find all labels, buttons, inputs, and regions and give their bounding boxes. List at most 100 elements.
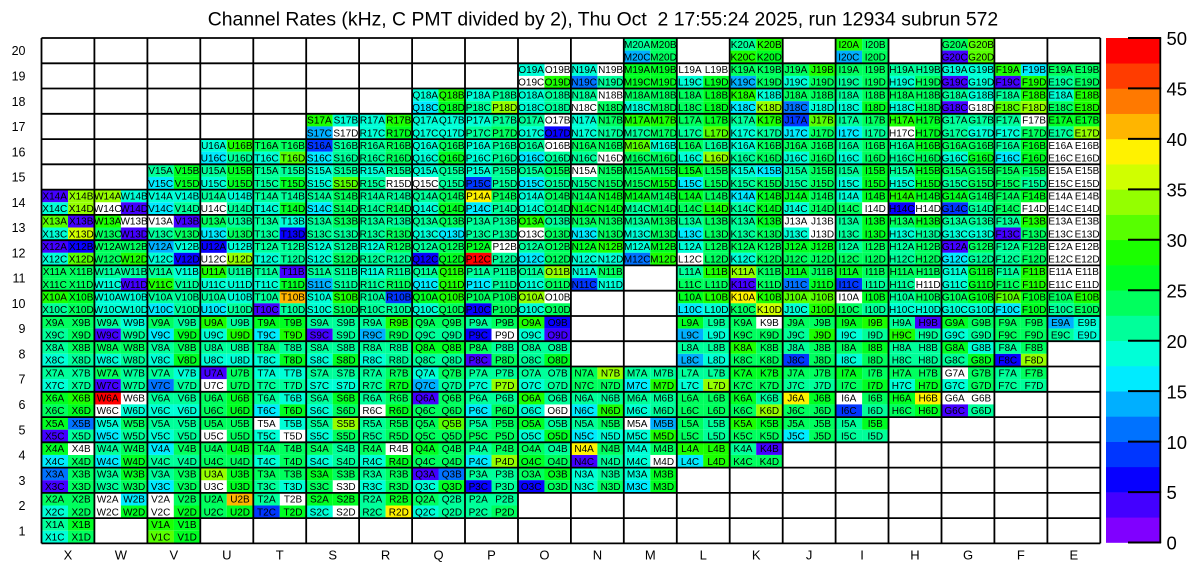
svg-text:W4D: W4D bbox=[123, 457, 145, 468]
svg-text:J9D: J9D bbox=[814, 330, 832, 341]
svg-text:T11D: T11D bbox=[281, 280, 305, 291]
svg-text:O8C: O8C bbox=[521, 356, 542, 367]
svg-text:L17B: L17B bbox=[705, 116, 729, 127]
svg-text:U8C: U8C bbox=[204, 356, 224, 367]
svg-text:V4C: V4C bbox=[151, 457, 170, 468]
svg-text:T12D: T12D bbox=[281, 255, 305, 266]
svg-text:P17D: P17D bbox=[492, 128, 517, 139]
svg-text:U7A: U7A bbox=[204, 368, 224, 379]
svg-text:J6B: J6B bbox=[814, 394, 832, 405]
svg-text:G10A: G10A bbox=[942, 293, 968, 304]
svg-text:K20B: K20B bbox=[757, 40, 782, 51]
svg-text:M14B: M14B bbox=[650, 191, 676, 202]
svg-text:U13C: U13C bbox=[201, 229, 227, 240]
svg-text:I7C: I7C bbox=[841, 381, 857, 392]
svg-text:O3B: O3B bbox=[548, 469, 568, 480]
svg-text:Q10C: Q10C bbox=[412, 305, 438, 316]
svg-text:F16B: F16B bbox=[1022, 141, 1046, 152]
svg-text:W14A: W14A bbox=[94, 191, 122, 202]
svg-text:Q11C: Q11C bbox=[413, 280, 438, 291]
svg-text:T4A: T4A bbox=[257, 444, 276, 455]
svg-text:Q14A: Q14A bbox=[413, 191, 439, 202]
svg-text:H12A: H12A bbox=[889, 242, 914, 253]
svg-text:J13A: J13A bbox=[785, 217, 808, 228]
svg-text:I13C: I13C bbox=[838, 229, 859, 240]
svg-text:P12C: P12C bbox=[466, 255, 491, 266]
svg-text:V6A: V6A bbox=[151, 394, 170, 405]
svg-text:H8D: H8D bbox=[918, 356, 938, 367]
svg-text:H16D: H16D bbox=[915, 154, 941, 165]
svg-text:Q2C: Q2C bbox=[415, 507, 436, 518]
svg-text:S9D: S9D bbox=[336, 330, 355, 341]
svg-text:P16D: P16D bbox=[492, 154, 517, 165]
svg-text:X11C: X11C bbox=[43, 280, 67, 291]
svg-text:Q4D: Q4D bbox=[442, 457, 463, 468]
svg-text:K17D: K17D bbox=[757, 128, 782, 139]
svg-text:M4B: M4B bbox=[653, 444, 674, 455]
svg-text:P14D: P14D bbox=[492, 204, 517, 215]
svg-text:G11D: G11D bbox=[969, 280, 994, 291]
svg-text:P15D: P15D bbox=[492, 179, 517, 190]
svg-text:K7B: K7B bbox=[760, 368, 779, 379]
svg-text:F13C: F13C bbox=[995, 229, 1019, 240]
svg-text:I11B: I11B bbox=[865, 267, 885, 278]
svg-text:O13B: O13B bbox=[545, 217, 571, 228]
svg-text:10: 10 bbox=[12, 297, 26, 311]
svg-text:P5A: P5A bbox=[469, 419, 488, 430]
svg-text:R9A: R9A bbox=[363, 318, 383, 329]
svg-text:2: 2 bbox=[19, 499, 26, 513]
svg-text:S11A: S11A bbox=[308, 267, 332, 278]
svg-text:L19C: L19C bbox=[678, 78, 702, 89]
svg-text:T8D: T8D bbox=[284, 356, 303, 367]
svg-text:S3B: S3B bbox=[336, 469, 355, 480]
svg-text:R8A: R8A bbox=[363, 343, 383, 354]
svg-text:W9A: W9A bbox=[97, 318, 119, 329]
svg-text:L18D: L18D bbox=[705, 103, 729, 114]
svg-text:M6C: M6C bbox=[627, 406, 648, 417]
svg-text:N16C: N16C bbox=[571, 154, 597, 165]
svg-text:S13D: S13D bbox=[333, 229, 358, 240]
svg-text:N6A: N6A bbox=[574, 394, 594, 405]
svg-text:T10D: T10D bbox=[281, 305, 305, 316]
svg-text:G6C: G6C bbox=[944, 406, 965, 417]
svg-text:20: 20 bbox=[12, 44, 26, 58]
svg-text:G20C: G20C bbox=[942, 53, 968, 64]
svg-text:P9D: P9D bbox=[495, 330, 514, 341]
svg-text:P2D: P2D bbox=[495, 507, 514, 518]
svg-text:G12D: G12D bbox=[968, 255, 994, 266]
svg-text:U6C: U6C bbox=[204, 406, 224, 417]
svg-text:M3D: M3D bbox=[653, 482, 674, 493]
svg-text:J10B: J10B bbox=[811, 293, 834, 304]
svg-text:U16A: U16A bbox=[201, 141, 226, 152]
svg-text:T2D: T2D bbox=[284, 507, 303, 518]
svg-text:K15B: K15B bbox=[757, 166, 782, 177]
svg-text:U9A: U9A bbox=[204, 318, 224, 329]
svg-text:V12B: V12B bbox=[175, 242, 200, 253]
svg-text:L16D: L16D bbox=[705, 154, 729, 165]
svg-text:V6D: V6D bbox=[177, 406, 196, 417]
svg-text:H14A: H14A bbox=[889, 191, 914, 202]
svg-text:I9B: I9B bbox=[868, 318, 883, 329]
svg-text:K10D: K10D bbox=[757, 305, 782, 316]
svg-text:H17A: H17A bbox=[889, 116, 914, 127]
svg-text:W2B: W2B bbox=[123, 495, 145, 506]
svg-text:E11B: E11B bbox=[1075, 267, 1099, 278]
svg-text:T16C: T16C bbox=[254, 154, 278, 165]
svg-text:X11B: X11B bbox=[69, 267, 93, 278]
svg-text:F15B: F15B bbox=[1022, 166, 1046, 177]
svg-text:R17B: R17B bbox=[386, 116, 411, 127]
svg-text:J17B: J17B bbox=[811, 116, 834, 127]
svg-text:I10D: I10D bbox=[865, 305, 886, 316]
svg-text:G13D: G13D bbox=[968, 229, 994, 240]
svg-text:T14D: T14D bbox=[281, 204, 305, 215]
svg-text:J16C: J16C bbox=[784, 154, 807, 165]
svg-text:L14B: L14B bbox=[705, 191, 729, 202]
svg-text:Q6D: Q6D bbox=[442, 406, 463, 417]
svg-text:5: 5 bbox=[19, 423, 26, 437]
svg-text:P10C: P10C bbox=[466, 305, 491, 316]
svg-text:P14A: P14A bbox=[466, 191, 491, 202]
svg-text:N6B: N6B bbox=[601, 394, 621, 405]
svg-text:I14D: I14D bbox=[865, 204, 886, 215]
svg-text:L10D: L10D bbox=[705, 305, 729, 316]
svg-text:P8D: P8D bbox=[495, 356, 514, 367]
